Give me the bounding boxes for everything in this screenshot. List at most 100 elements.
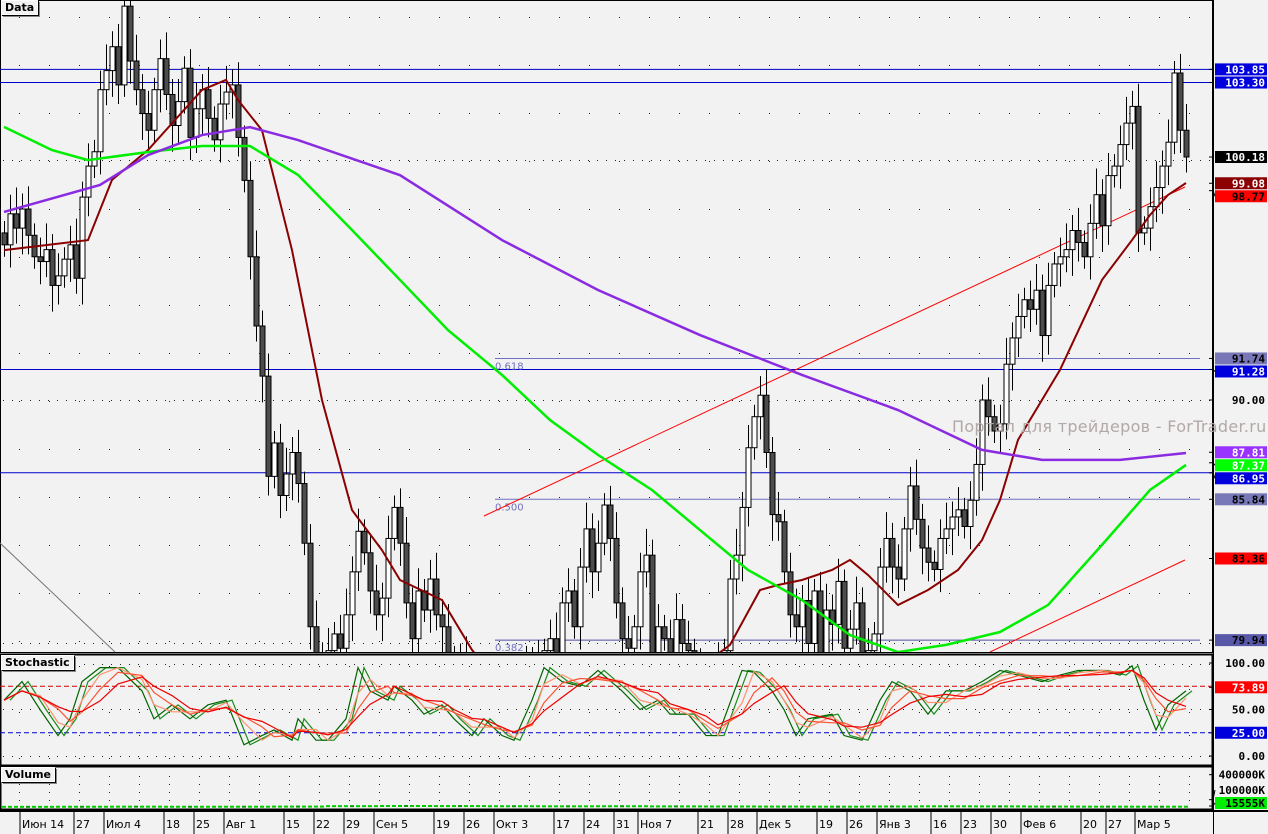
price-tag: 87.37 — [1209, 459, 1267, 472]
grid-dot — [102, 709, 103, 710]
grid-dot — [379, 641, 380, 642]
grid-dot — [1083, 400, 1084, 401]
date-label: 25 — [196, 818, 210, 831]
grid-dot — [799, 209, 800, 210]
grid-dot — [435, 709, 436, 710]
grid-dot — [705, 709, 706, 710]
tag-connector — [1212, 789, 1216, 800]
candle — [1051, 252, 1058, 298]
grid-dot — [799, 353, 800, 354]
candle — [949, 501, 956, 556]
grid-dot — [409, 353, 410, 354]
grid-dot — [1155, 709, 1156, 710]
grid-dot — [48, 709, 49, 710]
grid-dot — [919, 641, 920, 642]
grid-dot — [1029, 756, 1030, 757]
grid-dot — [831, 664, 832, 665]
stochastic-tag: 25.00 — [1209, 726, 1267, 740]
candle — [769, 436, 776, 541]
grid-dot — [529, 17, 530, 18]
grid-dot — [642, 643, 643, 644]
candle — [1159, 150, 1166, 214]
candle — [103, 44, 110, 106]
price-tag: 100.18 — [1209, 151, 1267, 164]
candle-body — [955, 509, 962, 518]
grid-dot — [1069, 792, 1070, 793]
candle-body — [673, 619, 680, 652]
grid-dot — [709, 305, 710, 306]
grid-dot — [1009, 735, 1010, 736]
price-tag: 91.74 — [1209, 352, 1267, 365]
grid-dot — [282, 643, 283, 644]
grid-dot — [1110, 400, 1111, 401]
grid-dot — [1110, 643, 1111, 644]
grid-dot — [570, 709, 571, 710]
grid-dot — [498, 664, 499, 665]
grid-dot — [589, 792, 590, 793]
grid-dot — [109, 17, 110, 18]
grid-dot — [559, 353, 560, 354]
candle — [379, 582, 386, 642]
grid-dot — [19, 161, 20, 162]
candle-body — [775, 514, 782, 523]
grid-dot — [912, 664, 913, 665]
grid-dot — [1099, 641, 1100, 642]
grid-dot — [480, 400, 481, 401]
grid-dot — [957, 664, 958, 665]
grid-dot — [705, 160, 706, 161]
candle-body — [115, 46, 122, 86]
grid-dot — [499, 792, 500, 793]
grid-dot — [169, 689, 170, 690]
grid-dot — [259, 666, 260, 667]
grid-dot — [109, 666, 110, 667]
grid-dot — [169, 161, 170, 162]
grid-dot — [885, 643, 886, 644]
candle — [883, 512, 890, 583]
candle — [1129, 90, 1136, 150]
grid-dot — [529, 712, 530, 713]
grid-dot — [1189, 497, 1190, 498]
grid-dot — [30, 643, 31, 644]
candle-body — [943, 528, 950, 539]
candle — [805, 577, 812, 652]
volume-bar — [128, 805, 132, 808]
grid-dot — [1056, 756, 1057, 757]
grid-dot — [379, 353, 380, 354]
grid-dot — [1065, 756, 1066, 757]
date-label: 31 — [616, 818, 630, 831]
date-label: 29 — [346, 818, 360, 831]
grid-dot — [229, 305, 230, 306]
candle-body — [1081, 241, 1088, 258]
grid-dot — [795, 709, 796, 710]
grid-dot — [903, 709, 904, 710]
date-label: Окт 3 — [496, 818, 528, 831]
volume-bar — [1088, 805, 1092, 808]
grid-dot — [1029, 709, 1030, 710]
grid-dot — [949, 784, 950, 785]
grid-dot — [1065, 400, 1066, 401]
grid-dot — [829, 666, 830, 667]
grid-dot — [192, 643, 193, 644]
grid-dot — [289, 666, 290, 667]
grid-dot — [921, 664, 922, 665]
grid-dot — [799, 545, 800, 546]
grid-dot — [469, 593, 470, 594]
grid-dot — [219, 756, 220, 757]
grid-dot — [649, 784, 650, 785]
candle-body — [577, 566, 584, 628]
grid-dot — [111, 400, 112, 401]
grid-dot — [589, 209, 590, 210]
grid-dot — [169, 593, 170, 594]
candle — [718, 642, 719, 652]
grid-dot — [409, 792, 410, 793]
grid-dot — [489, 160, 490, 161]
grid-dot — [822, 664, 823, 665]
candle — [541, 638, 548, 652]
grid-dot — [1129, 17, 1130, 18]
grid-dot — [19, 735, 20, 736]
stochastic-tag-bg — [1215, 681, 1267, 694]
volume-bar — [662, 805, 666, 808]
grid-dot — [379, 305, 380, 306]
grid-dot — [409, 113, 410, 114]
candle-body — [151, 89, 158, 131]
